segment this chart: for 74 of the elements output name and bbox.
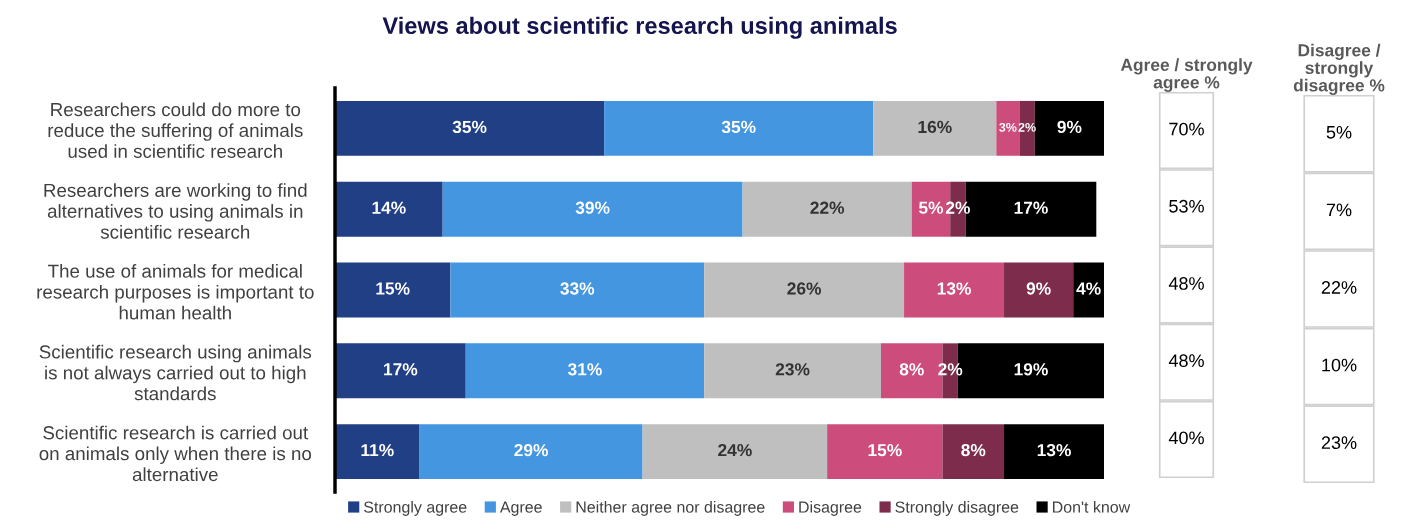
- text: 48%: [1168, 277, 1204, 290]
- data-label: 8%: [961, 443, 986, 457]
- data-label: 4%: [1076, 282, 1101, 295]
- data-label: 11%: [361, 444, 394, 457]
- data-label: 35%: [452, 120, 487, 134]
- data-label: 17%: [1014, 201, 1048, 214]
- data-label: 8%: [899, 363, 924, 376]
- bar: [450, 262, 705, 318]
- bar: [873, 100, 997, 156]
- bar: [335, 262, 451, 318]
- data-label: 16%: [918, 120, 952, 134]
- data-label: 22%: [810, 201, 845, 214]
- text: 10%: [1322, 358, 1357, 372]
- bar: [904, 262, 1005, 318]
- bar: [335, 343, 466, 399]
- legend-label: Strongly disagree: [895, 501, 1019, 516]
- bar: [996, 100, 1020, 156]
- bar: [465, 343, 705, 399]
- data-label: 9%: [1057, 120, 1082, 134]
- text: 7%: [1326, 203, 1352, 217]
- data-label: 23%: [775, 363, 810, 376]
- text: 70%: [1169, 122, 1204, 136]
- text: 23%: [1321, 436, 1357, 450]
- bar: [442, 181, 743, 237]
- bar: [1034, 100, 1104, 156]
- bar: [335, 424, 420, 480]
- bar: [642, 424, 828, 480]
- legend-label: Agree: [499, 501, 542, 516]
- legend-label: Don't know: [1053, 501, 1131, 513]
- text: 5%: [1326, 125, 1352, 139]
- bar: [335, 181, 443, 237]
- text: Agree / strongly agree %: [1120, 58, 1253, 92]
- data-label: 35%: [721, 120, 756, 134]
- data-label: 39%: [575, 201, 610, 214]
- bar: [704, 262, 905, 318]
- bar: [942, 424, 1005, 480]
- data-label: 5%: [918, 201, 944, 214]
- bar: [604, 100, 874, 156]
- data-label: 19%: [1014, 363, 1048, 376]
- bar: [1004, 424, 1104, 480]
- data-label: 31%: [567, 363, 602, 376]
- data-label: 3%: [999, 122, 1017, 132]
- y-tick-label: Scientific research is carried out on animals only when there is no alternative: [39, 425, 312, 482]
- text: 40%: [1168, 431, 1204, 445]
- legend-label: Neither agree nor disagree: [576, 501, 765, 516]
- text: 53%: [1169, 199, 1204, 213]
- bar: [827, 424, 943, 480]
- data-label: 33%: [560, 282, 595, 295]
- y-tick-label: Scientific research using animals is not always carried out to high standards: [39, 344, 312, 401]
- bar: [742, 181, 912, 237]
- bar: [1004, 262, 1074, 318]
- data-label: 13%: [1037, 443, 1071, 457]
- data-label: 15%: [376, 282, 410, 295]
- data-label: 14%: [372, 201, 406, 214]
- bar: [1073, 262, 1104, 318]
- data-label: 17%: [384, 363, 418, 376]
- y-tick-label: Researchers could do more to reduce the suffering of animals used in scientific research: [48, 102, 303, 158]
- data-label: 24%: [718, 443, 752, 457]
- legend-label: Disagree: [799, 501, 862, 516]
- y-tick-label: Researchers are working to find alternatives to using animals in scientific research: [44, 183, 307, 239]
- legend-label: Strongly agree: [364, 501, 467, 516]
- data-label: 29%: [514, 443, 549, 457]
- text: Disagree / strongly disagree %: [1293, 43, 1385, 95]
- data-label: 15%: [868, 444, 902, 457]
- data-label: 13%: [937, 282, 971, 295]
- data-label: 26%: [787, 282, 822, 295]
- bar: [335, 100, 605, 156]
- y-tick-label: The use of animals for medical research purposes is important to human health: [37, 264, 314, 320]
- chart-title: Views about scientific research using animals: [382, 16, 897, 39]
- bar: [704, 343, 881, 399]
- text: 48%: [1168, 354, 1204, 368]
- data-label: 9%: [1026, 282, 1051, 295]
- bar: [419, 424, 643, 480]
- text: 22%: [1321, 281, 1357, 294]
